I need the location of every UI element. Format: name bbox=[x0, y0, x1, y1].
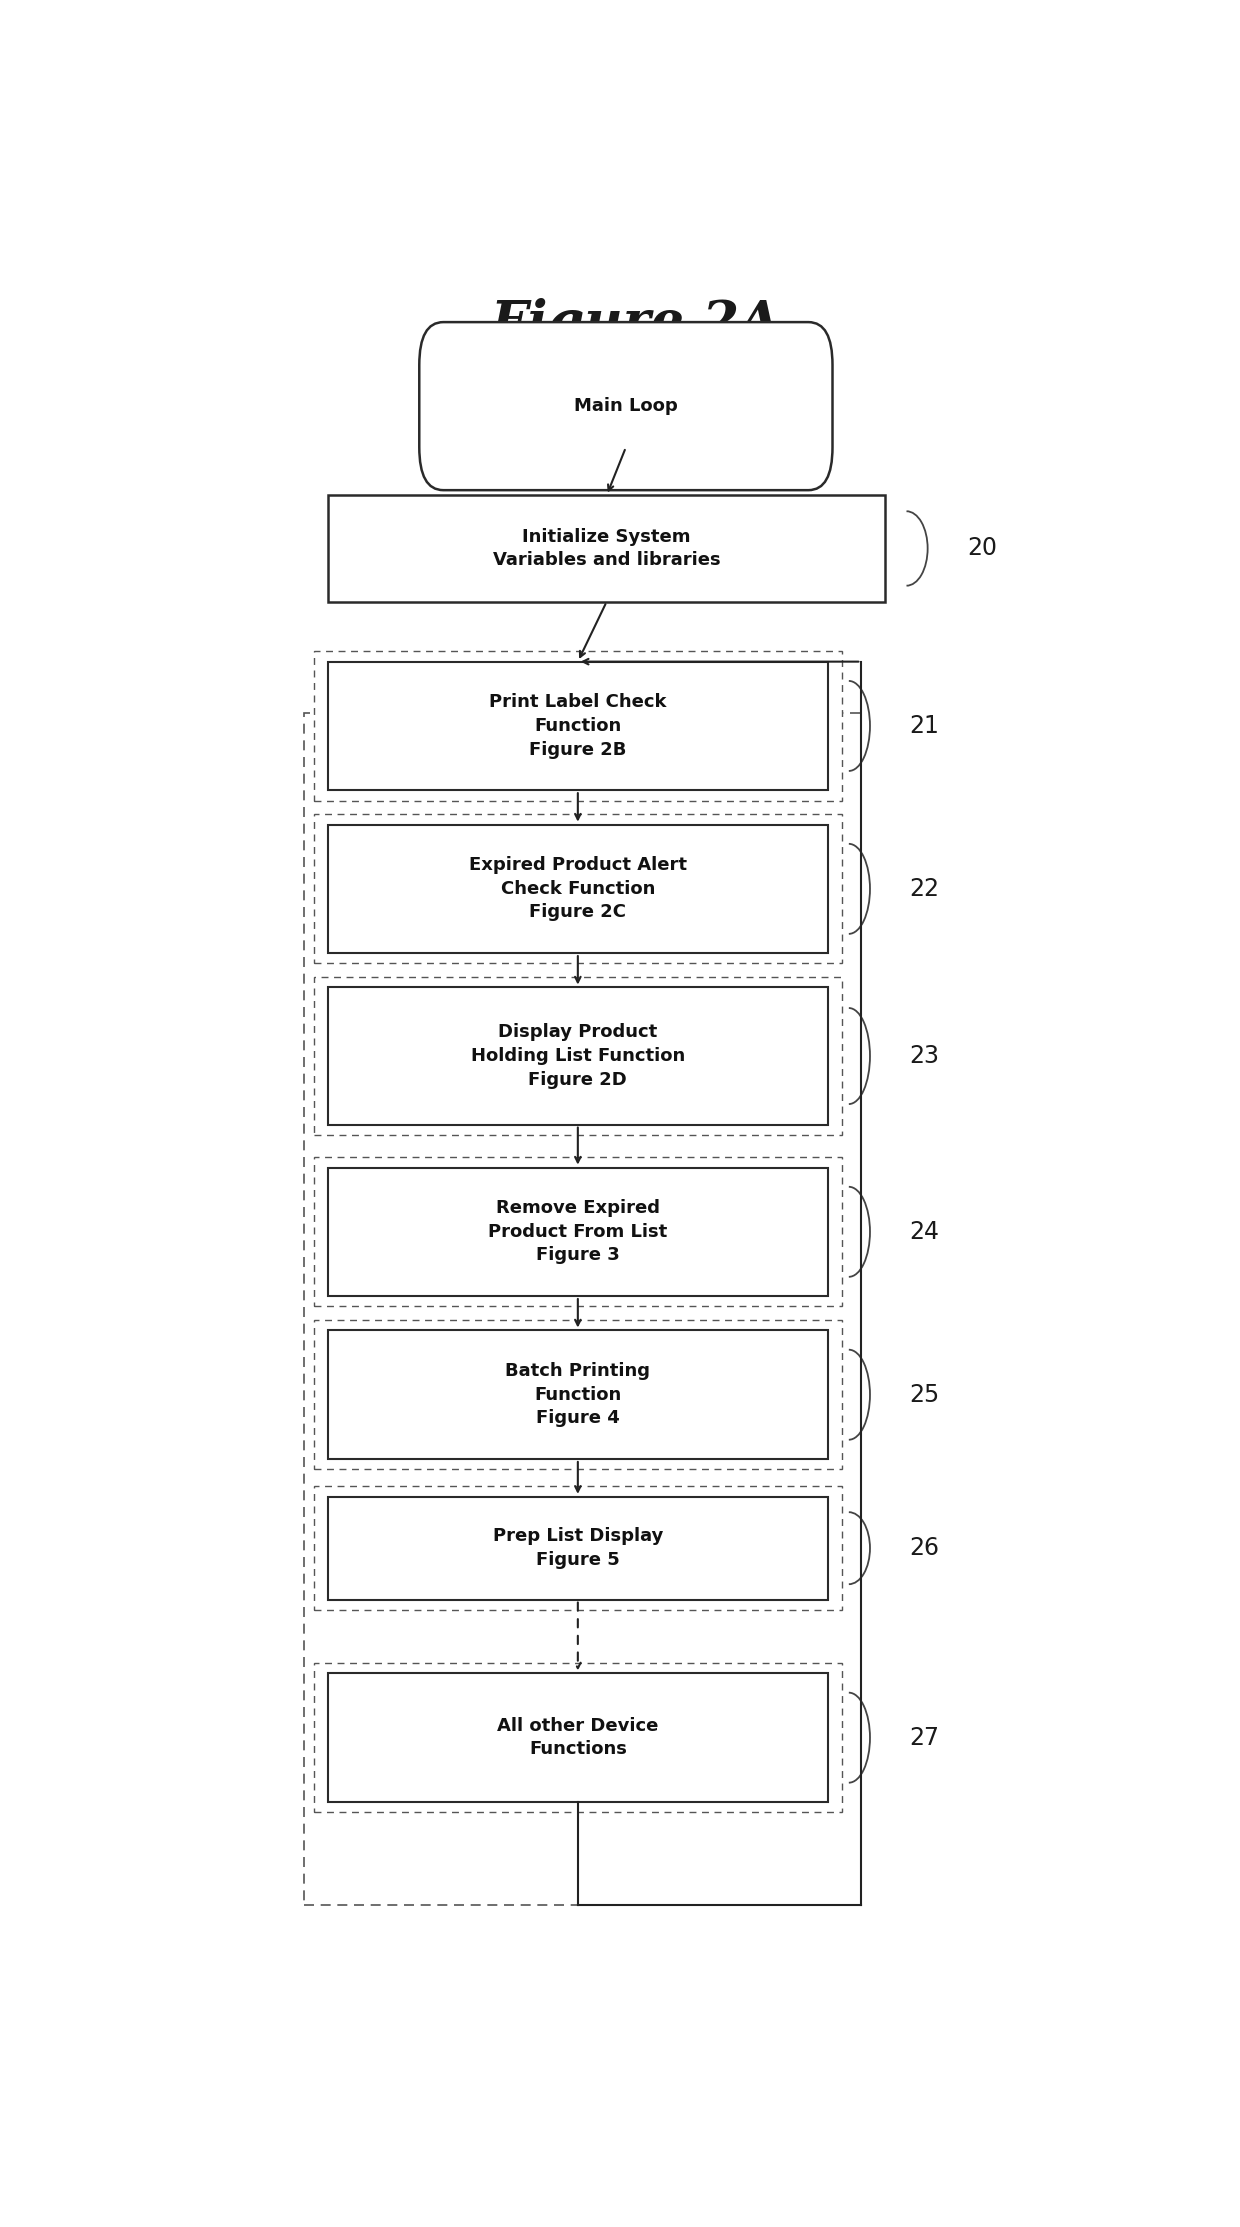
Text: Remove Expired
Product From List
Figure 3: Remove Expired Product From List Figure … bbox=[489, 1198, 667, 1265]
Bar bbox=[327, 661, 828, 791]
Bar bbox=[327, 987, 828, 1125]
Bar bbox=[314, 650, 842, 799]
Bar bbox=[327, 1672, 828, 1802]
Bar bbox=[314, 815, 842, 964]
Bar bbox=[327, 1167, 828, 1296]
Text: Main Software loop: Main Software loop bbox=[497, 343, 774, 370]
FancyBboxPatch shape bbox=[419, 323, 832, 490]
Text: 20: 20 bbox=[967, 537, 997, 561]
Text: 21: 21 bbox=[909, 715, 939, 737]
Text: Figure 2A: Figure 2A bbox=[491, 298, 780, 350]
Text: 25: 25 bbox=[909, 1383, 940, 1407]
Text: 22: 22 bbox=[909, 877, 940, 902]
Text: Display Product
Holding List Function
Figure 2D: Display Product Holding List Function Fi… bbox=[471, 1024, 684, 1089]
Bar bbox=[327, 1497, 828, 1599]
Bar bbox=[327, 824, 828, 953]
Text: Main Loop: Main Loop bbox=[574, 396, 678, 414]
Text: Print Label Check
Function
Figure 2B: Print Label Check Function Figure 2B bbox=[489, 693, 667, 759]
Text: Expired Product Alert
Check Function
Figure 2C: Expired Product Alert Check Function Fig… bbox=[469, 855, 687, 922]
Bar bbox=[314, 978, 842, 1136]
Bar bbox=[314, 1321, 842, 1470]
Bar bbox=[327, 1330, 828, 1459]
Text: 24: 24 bbox=[909, 1220, 940, 1245]
Bar bbox=[314, 1158, 842, 1307]
Text: Batch Printing
Function
Figure 4: Batch Printing Function Figure 4 bbox=[506, 1363, 650, 1428]
Text: All other Device
Functions: All other Device Functions bbox=[497, 1717, 658, 1759]
Text: Prep List Display
Figure 5: Prep List Display Figure 5 bbox=[492, 1528, 663, 1570]
Text: 27: 27 bbox=[909, 1726, 940, 1750]
Bar bbox=[327, 494, 885, 601]
Bar bbox=[314, 1664, 842, 1813]
Bar bbox=[314, 1485, 842, 1610]
Text: 23: 23 bbox=[909, 1044, 940, 1069]
Text: 26: 26 bbox=[909, 1537, 940, 1561]
Text: Initialize System
Variables and libraries: Initialize System Variables and librarie… bbox=[492, 528, 720, 570]
Bar bbox=[304, 713, 862, 1904]
